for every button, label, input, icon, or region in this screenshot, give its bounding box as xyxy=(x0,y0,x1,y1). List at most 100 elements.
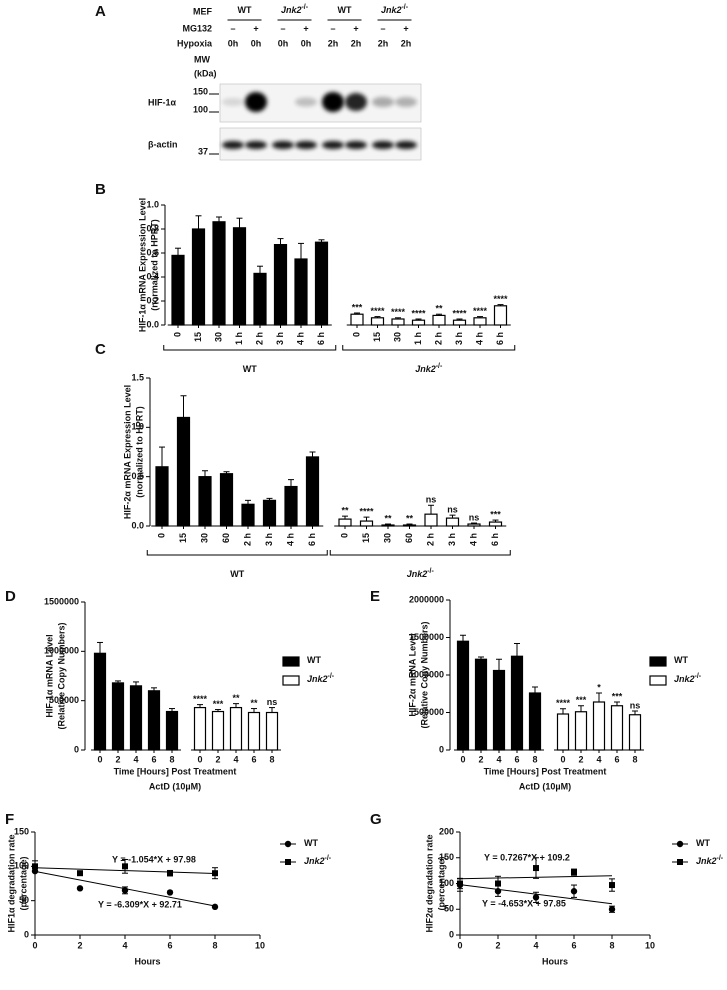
bar xyxy=(402,524,417,527)
legend-label: Jnk2-/- xyxy=(674,673,702,684)
significance-label: **** xyxy=(411,308,426,318)
bar xyxy=(350,313,364,326)
significance-label: ** xyxy=(406,513,414,523)
band-label: β-actin xyxy=(148,139,178,149)
significance-label: ** xyxy=(232,693,240,703)
y-tick-label: 1.5 xyxy=(131,372,144,382)
y-tick-label: 0 xyxy=(449,929,454,939)
y-axis-title: HIF-2α mRNA Level xyxy=(407,633,417,716)
y-tick-label: 500000 xyxy=(414,707,444,717)
x-axis-title: Time [Hours] Post Treatment xyxy=(484,766,607,776)
point xyxy=(285,859,291,865)
point xyxy=(532,894,540,901)
x-tick-label: 6 h xyxy=(495,332,505,345)
point xyxy=(166,889,174,896)
x-tick-label: 4 xyxy=(533,940,538,950)
x-tick-label: 4 xyxy=(596,754,601,764)
y-axis-title: HIF-1α mRNA Expression Level xyxy=(137,198,147,332)
x-tick-label: 3 h xyxy=(447,533,457,546)
y-tick-label: 2000000 xyxy=(409,594,444,604)
legend-swatch xyxy=(649,675,667,686)
x-tick-label: 2 xyxy=(495,940,500,950)
band xyxy=(222,141,244,149)
bar xyxy=(359,520,374,527)
lane-label: 0h xyxy=(251,38,262,48)
band xyxy=(395,97,417,107)
bar xyxy=(147,690,161,751)
x-tick-label: 30 xyxy=(199,533,209,543)
x-tick-label: 15 xyxy=(372,332,382,342)
x-tick-label: 30 xyxy=(382,533,392,543)
point xyxy=(77,870,83,877)
bar xyxy=(628,714,642,751)
lane-label: + xyxy=(403,23,408,33)
bar xyxy=(253,272,267,326)
row-label: MEF xyxy=(193,6,213,16)
lane-label: – xyxy=(380,23,385,33)
x-tick-label: 2 h xyxy=(242,533,252,546)
group-label-text: WT xyxy=(243,364,257,374)
significance-label: **** xyxy=(493,294,508,304)
point xyxy=(571,869,577,876)
point xyxy=(609,882,615,889)
genotype-label-superscript: -/- xyxy=(401,4,408,11)
x-tick-label: 0 xyxy=(339,533,349,538)
x-tick-label: 4 h xyxy=(295,332,305,345)
legend-label: Jnk2-/- xyxy=(304,855,332,866)
y-tick-label: 0 xyxy=(439,744,444,754)
x-axis-title: ActD (10µM) xyxy=(149,781,201,791)
y-tick-label: 0 xyxy=(24,929,29,939)
lane-label: + xyxy=(253,23,258,33)
point xyxy=(212,870,218,877)
bar xyxy=(198,476,212,527)
bar xyxy=(411,319,426,326)
band xyxy=(322,92,344,112)
band xyxy=(345,93,367,111)
bar xyxy=(510,655,524,751)
x-axis-title: ActD (10µM) xyxy=(519,781,571,791)
point xyxy=(284,840,292,848)
x-tick-label: 0 xyxy=(97,754,102,764)
x-tick-label: 6 xyxy=(251,754,256,764)
significance-label: **** xyxy=(556,698,571,708)
x-tick-label: 10 xyxy=(645,940,655,950)
x-tick-label: 4 h xyxy=(474,332,484,345)
significance-label: ns xyxy=(469,512,480,522)
group-bracket xyxy=(146,550,328,556)
legend-label: WT xyxy=(696,838,710,848)
bar xyxy=(456,640,470,751)
significance-label: ns xyxy=(630,700,641,710)
legend-label-text: Jnk2 xyxy=(696,856,717,866)
x-tick-label: 4 xyxy=(133,754,138,764)
y-axis-title: (percentage) xyxy=(18,856,28,910)
y-axis-title: (normalized to HPRT) xyxy=(149,219,159,311)
significance-label: ** xyxy=(384,513,392,523)
y-tick-label: 0.8 xyxy=(146,223,159,233)
group-bracket xyxy=(163,345,337,351)
y-tick-label: 0.4 xyxy=(146,271,159,281)
point xyxy=(494,888,502,895)
y-tick-label: 0.0 xyxy=(146,319,159,329)
genotype-label-text: Jnk2 xyxy=(381,5,402,15)
bar xyxy=(232,227,247,326)
legend-swatch xyxy=(649,656,667,667)
x-tick-label: 3 h xyxy=(454,332,464,345)
point xyxy=(495,880,501,887)
x-tick-label: 30 xyxy=(213,332,223,342)
bar xyxy=(424,513,438,527)
legend-label-superscript: -/- xyxy=(695,673,702,680)
x-axis-title: Time [Hours] Post Treatment xyxy=(114,766,237,776)
x-tick-label: 15 xyxy=(178,533,188,543)
x-tick-label: 15 xyxy=(193,332,203,342)
x-tick-label: 60 xyxy=(404,533,414,543)
group-label-text: WT xyxy=(230,569,244,579)
y-tick-label: 200 xyxy=(439,826,454,836)
x-tick-label: 10 xyxy=(255,940,265,950)
x-tick-label: 4 xyxy=(233,754,238,764)
point xyxy=(121,887,129,894)
genotype-label-text: Jnk2 xyxy=(281,5,302,15)
x-tick-label: 3 h xyxy=(275,332,285,345)
lane-label: 2h xyxy=(401,38,412,48)
legend-label-text: WT xyxy=(304,838,318,848)
